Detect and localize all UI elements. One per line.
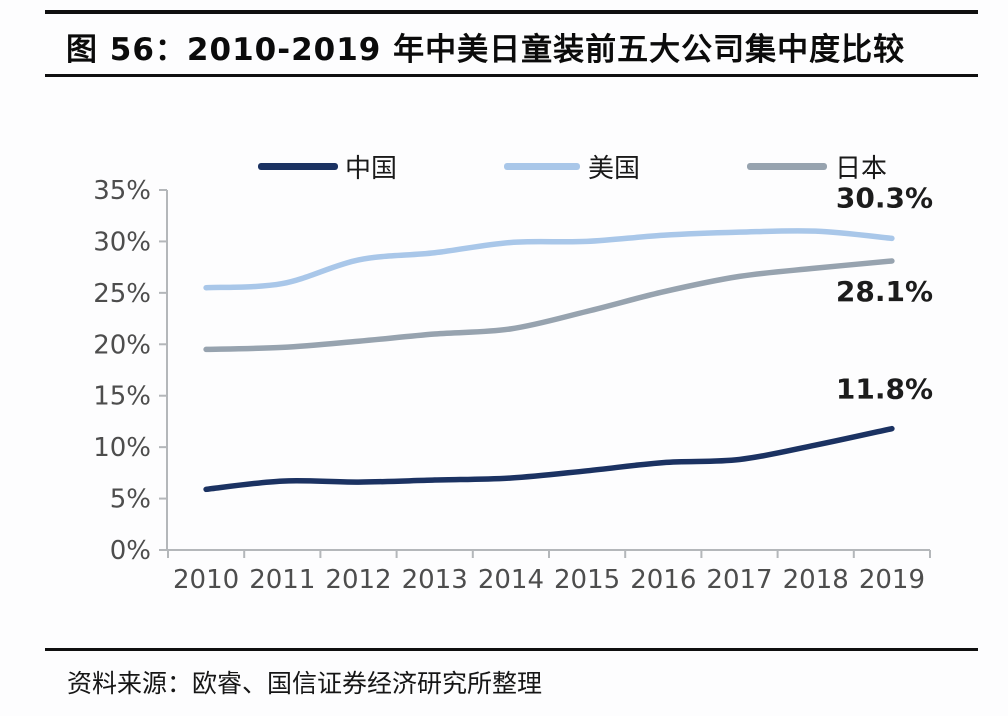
y-tick-label: 10%	[93, 433, 151, 463]
title-divider	[45, 74, 978, 77]
data-label-3: 28.1%	[836, 275, 933, 308]
data-label-2: 30.3%	[836, 181, 933, 214]
data-label-1: 11.8%	[836, 373, 933, 406]
legend-swatch-3	[747, 163, 827, 170]
x-tick-label: 2015	[554, 565, 620, 595]
y-tick-label: 25%	[93, 279, 151, 309]
y-tick-label: 35%	[93, 176, 151, 206]
y-tick-label: 0%	[110, 536, 151, 566]
x-tick-label: 2016	[630, 565, 696, 595]
x-tick-label: 2012	[325, 565, 391, 595]
y-tick-label: 15%	[93, 382, 151, 412]
y-tick-label: 20%	[93, 330, 151, 360]
x-tick-label: 2014	[478, 565, 544, 595]
x-tick-label: 2017	[706, 565, 772, 595]
legend-label-3: 日本	[835, 154, 887, 184]
series-line-2	[203, 228, 895, 291]
x-tick-label: 2011	[249, 565, 315, 595]
series-line-3	[203, 258, 895, 353]
legend-swatch-2	[504, 163, 580, 170]
figure-source: 资料来源：欧睿、国信证券经济研究所整理	[67, 669, 543, 698]
source-divider	[45, 648, 978, 651]
x-tick-label: 2018	[783, 565, 849, 595]
legend-swatch-1	[258, 163, 338, 170]
x-tick-label: 2013	[402, 565, 468, 595]
y-tick-label: 30%	[93, 227, 151, 257]
y-tick-label: 5%	[110, 485, 151, 515]
legend-label-1: 中国	[345, 154, 397, 184]
series-line-1	[203, 425, 895, 493]
top-divider	[45, 10, 978, 14]
x-tick-label: 2019	[859, 565, 925, 595]
x-tick-label: 2010	[173, 565, 239, 595]
figure-title: 图 56：2010-2019 年中美日童装前五大公司集中度比较	[66, 32, 906, 68]
legend-label-2: 美国	[588, 154, 640, 184]
